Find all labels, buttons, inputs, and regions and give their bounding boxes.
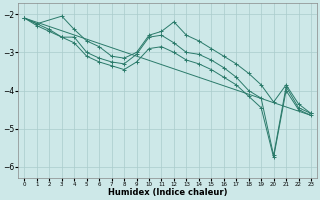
X-axis label: Humidex (Indice chaleur): Humidex (Indice chaleur): [108, 188, 228, 197]
